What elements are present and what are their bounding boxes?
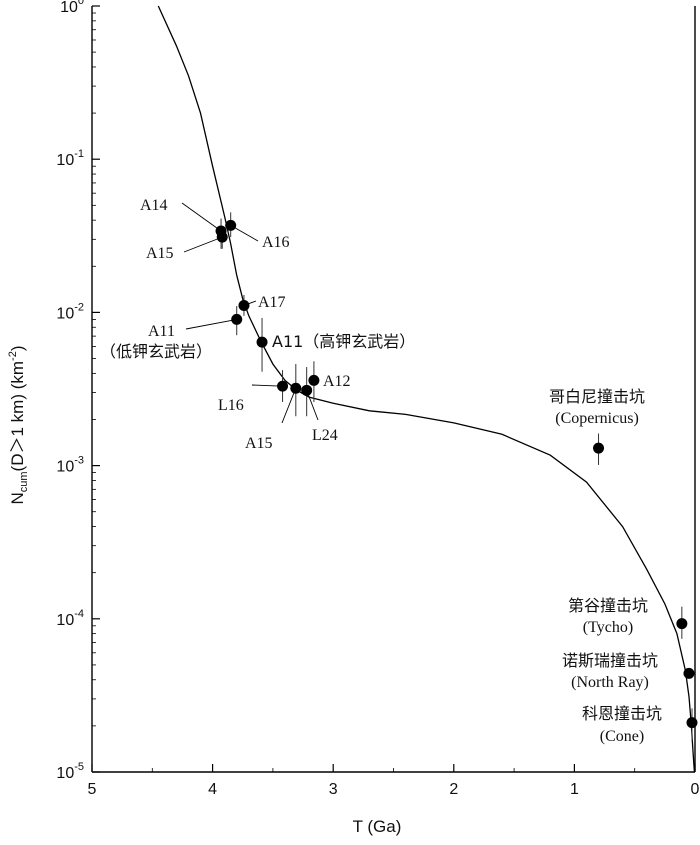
data-point <box>256 336 268 348</box>
label-cone-cn: 科恩撞击坑 <box>582 704 662 723</box>
label-a12: A12 <box>323 373 351 390</box>
x-tick-label: 3 <box>329 781 338 798</box>
label-a15-bottom: A15 <box>245 435 273 452</box>
data-point <box>231 313 243 325</box>
leader-line <box>181 202 222 232</box>
y-tick-label: 10-4 <box>56 608 84 629</box>
label-tycho-en: (Tycho) <box>583 619 633 636</box>
data-point <box>683 667 695 679</box>
label-a14: A14 <box>140 197 168 214</box>
label-copernicus-en: (Copernicus) <box>555 410 639 427</box>
label-a11-low-basalt: （低钾玄武岩） <box>100 342 212 361</box>
data-point <box>301 384 313 396</box>
y-tick-label: 10-1 <box>56 148 84 169</box>
label-cone-en: (Cone) <box>600 728 644 745</box>
y-axis-title-close: ) <box>8 346 27 352</box>
data-point <box>216 231 228 243</box>
y-tick-label: 10-3 <box>56 455 84 476</box>
leader-line <box>183 236 223 253</box>
y-axis-title-sup: -2 <box>7 351 19 361</box>
y-axis-title: Ncum(D＞1 km) (km-2) <box>7 346 30 505</box>
y-tick-label: 100 <box>60 0 84 16</box>
label-northray-cn: 诺斯瑞撞击坑 <box>562 651 658 670</box>
data-point <box>308 374 320 386</box>
x-axis-title: T (Ga) <box>353 817 402 836</box>
label-a15-top: A15 <box>146 245 174 262</box>
y-axis-title-rest: (D＞1 km) (km <box>8 361 27 471</box>
data-point <box>676 618 688 630</box>
y-axis-title-sub: cum <box>18 471 30 492</box>
y-tick-label: 10-5 <box>56 761 84 782</box>
label-tycho-cn: 第谷撞击坑 <box>568 596 648 615</box>
label-a11-high: A11（高钾玄武岩） <box>272 332 415 351</box>
label-a16: A16 <box>262 234 290 251</box>
x-tick-label: 0 <box>691 781 700 798</box>
data-point <box>225 219 237 231</box>
label-a11-low: A11 <box>148 323 175 340</box>
data-points <box>215 219 698 729</box>
label-l24: L24 <box>312 427 338 444</box>
x-tick-label: 1 <box>570 781 579 798</box>
x-tick-label: 4 <box>208 781 217 798</box>
label-copernicus-cn: 哥白尼撞击坑 <box>549 387 645 406</box>
crater-chronology-curve-group <box>157 5 696 773</box>
label-northray-en: (North Ray) <box>571 674 649 691</box>
data-point <box>290 382 302 394</box>
label-l16: L16 <box>218 397 244 414</box>
data-point <box>238 299 250 311</box>
y-axis-ticks: 100 10-1 10-2 10-3 10-4 10-5 <box>56 0 100 782</box>
x-tick-label: 2 <box>449 781 458 798</box>
y-tick-label: 10-2 <box>56 301 84 322</box>
data-point <box>593 442 605 454</box>
x-axis-ticks: 5 4 3 2 1 0 <box>88 764 700 798</box>
y-axis-title-main: N <box>8 492 27 504</box>
data-point <box>277 380 289 392</box>
leader-line <box>185 318 237 330</box>
label-a17: A17 <box>258 294 286 311</box>
chronology-curve <box>157 5 696 773</box>
leader-line <box>281 388 297 424</box>
data-point <box>686 717 698 729</box>
x-tick-label: 5 <box>88 781 97 798</box>
